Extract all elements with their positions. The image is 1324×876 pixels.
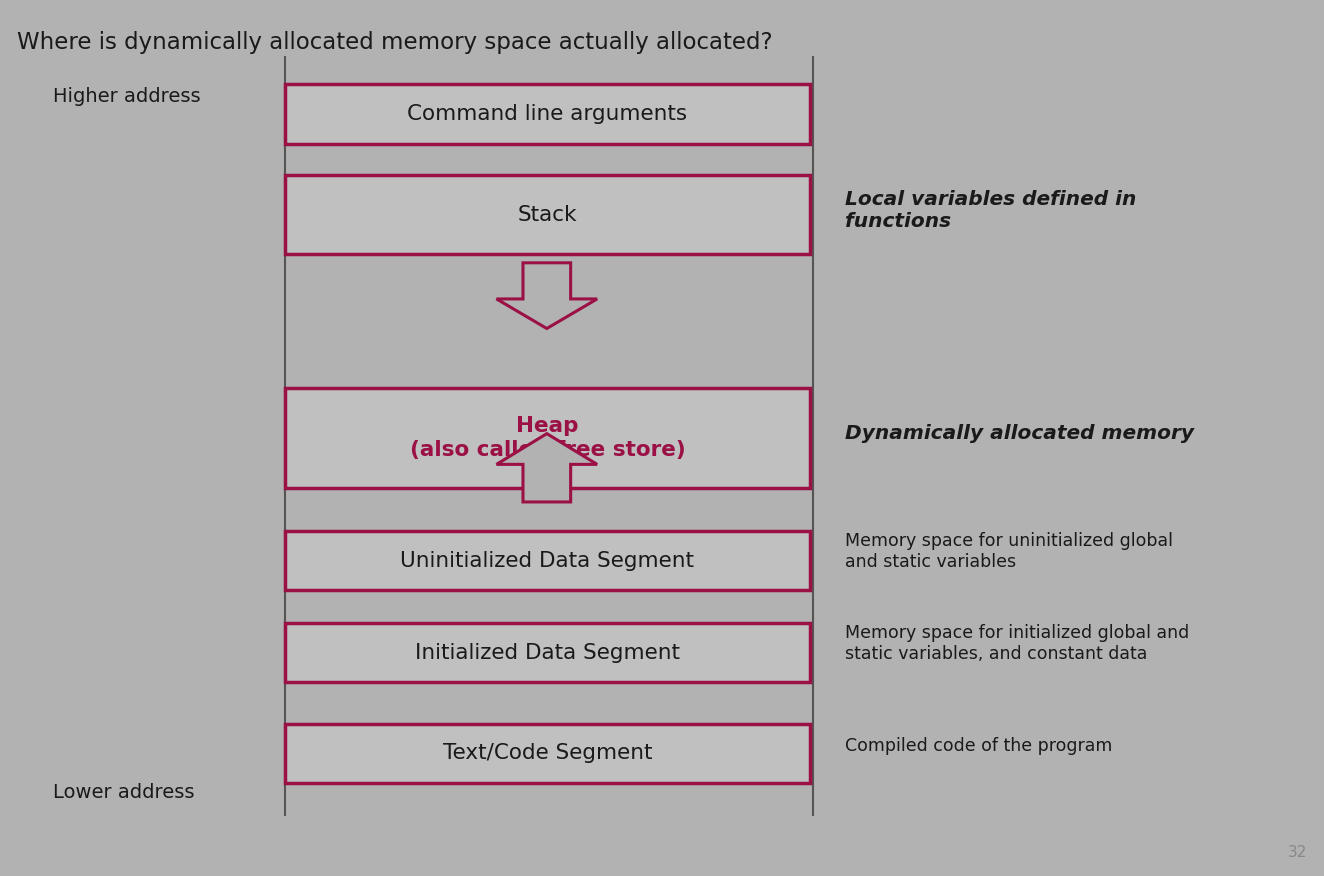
Polygon shape: [496, 263, 597, 328]
FancyBboxPatch shape: [285, 724, 810, 783]
Text: Memory space for initialized global and
static variables, and constant data: Memory space for initialized global and …: [845, 625, 1189, 663]
Text: Heap
(also called free store): Heap (also called free store): [409, 416, 686, 460]
Polygon shape: [496, 434, 597, 502]
FancyBboxPatch shape: [285, 623, 810, 682]
Text: Lower address: Lower address: [53, 783, 195, 802]
Text: Command line arguments: Command line arguments: [408, 104, 687, 124]
Text: 32: 32: [1287, 845, 1307, 860]
Text: Text/Code Segment: Text/Code Segment: [442, 744, 653, 763]
FancyBboxPatch shape: [285, 531, 810, 590]
Text: Uninitialized Data Segment: Uninitialized Data Segment: [400, 551, 695, 570]
Text: Dynamically allocated memory: Dynamically allocated memory: [845, 424, 1194, 443]
FancyBboxPatch shape: [285, 387, 810, 489]
Text: Stack: Stack: [518, 205, 577, 224]
FancyBboxPatch shape: [285, 175, 810, 254]
Text: Higher address: Higher address: [53, 87, 200, 106]
Text: Memory space for uninitialized global
and static variables: Memory space for uninitialized global an…: [845, 533, 1173, 571]
Text: Compiled code of the program: Compiled code of the program: [845, 738, 1112, 755]
Text: Local variables defined in
functions: Local variables defined in functions: [845, 190, 1136, 230]
Text: Initialized Data Segment: Initialized Data Segment: [414, 643, 681, 662]
FancyBboxPatch shape: [285, 84, 810, 144]
Text: Where is dynamically allocated memory space actually allocated?: Where is dynamically allocated memory sp…: [17, 31, 773, 53]
